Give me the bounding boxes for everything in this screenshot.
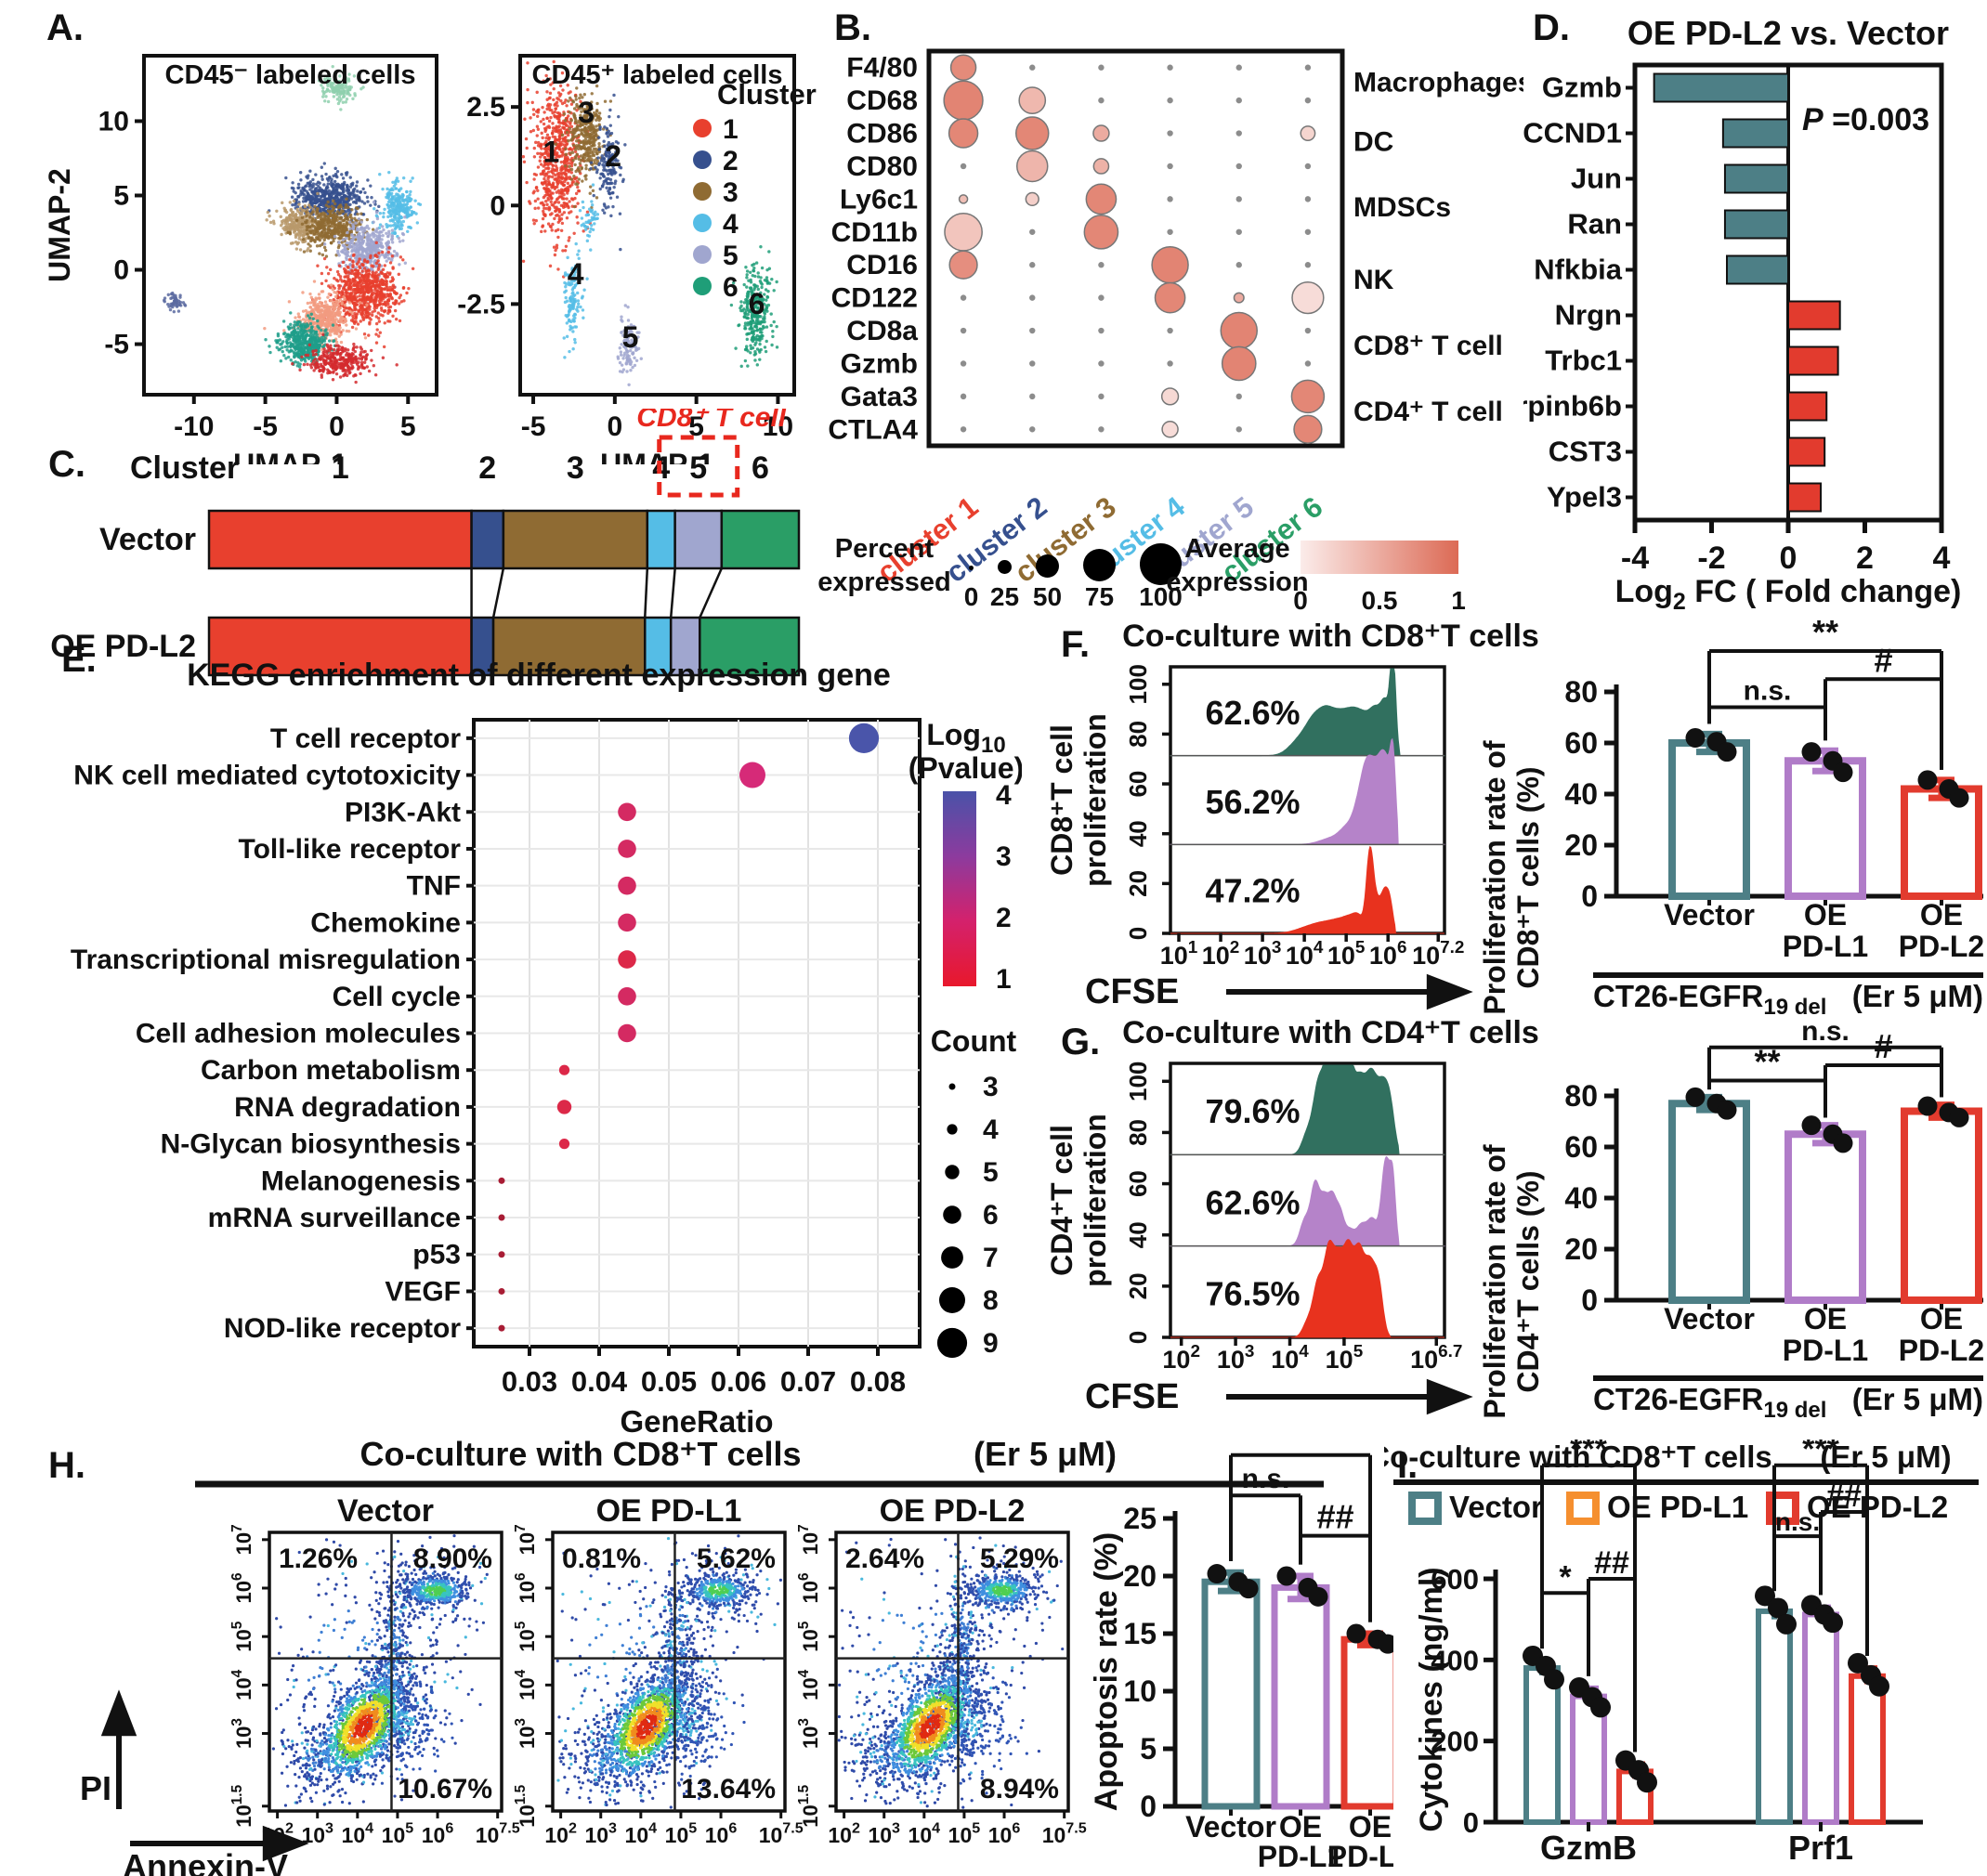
panel-d-foldchange-bars: GzmbCCND1JunRanNfkbiaNrgnTrbc1Serpinb6bC… bbox=[1481, 0, 1987, 622]
svg-text:5: 5 bbox=[113, 180, 129, 211]
panel-a-umap-plots: -10 -5 0 5 -5 0 5 10 CD45⁻ labeled cells UMAP-1 UM… bbox=[37, 0, 817, 481]
panel-f-cd8-proliferation: 62.6% 56.2% 47.2% 0 20 40 60 80 100 101 102 103 104 1… bbox=[1022, 613, 1987, 1022]
panel-label-d: D. bbox=[1533, 7, 1570, 48]
svg-text:-5: -5 bbox=[104, 330, 129, 360]
panel-b-marker-dotplot: F4/80 CD68 CD86 CD80 Ly6c1 CD11b CD16 CD122 CD8a… bbox=[817, 0, 1533, 622]
panel-label-a: A. bbox=[46, 7, 84, 48]
panel-label-h: H. bbox=[48, 1445, 85, 1486]
svg-text:UMAP-2: UMAP-2 bbox=[43, 168, 76, 282]
panel-g-cd4-proliferation: 79.6% 62.6% 76.5% 0 20 40 60 80 100 102 103 104 105 1… bbox=[1022, 1012, 1987, 1444]
panel-label-c: C. bbox=[48, 444, 85, 485]
panel-h-apoptosis-flow: Co-culture with CD8⁺T cells (Er 5 μM) 1.26… bbox=[37, 1417, 1413, 1876]
svg-text:CD45⁻ labeled cells: CD45⁻ labeled cells bbox=[165, 60, 416, 90]
panel-label-i: I. bbox=[1397, 1445, 1418, 1486]
panel-label-g: G. bbox=[1061, 1022, 1101, 1062]
panel-c-cluster-bars: Cluster 1 2 3 4 5 6 CD8⁺ T cell Vector OE PD-L2 bbox=[37, 402, 817, 692]
panel-label-f: F. bbox=[1061, 624, 1091, 665]
svg-text:0: 0 bbox=[113, 255, 129, 286]
panel-label-b: B. bbox=[834, 7, 871, 48]
panel-i-cytokines: Co-culture with CD8⁺T cells (Er 5 μM) Vect… bbox=[1367, 1432, 1987, 1876]
svg-text:10: 10 bbox=[98, 106, 129, 137]
panel-e-kegg-bubbles: T cell receptor NK cell mediated cytotoxi… bbox=[37, 632, 1024, 1449]
panel-label-e: E. bbox=[61, 639, 97, 680]
